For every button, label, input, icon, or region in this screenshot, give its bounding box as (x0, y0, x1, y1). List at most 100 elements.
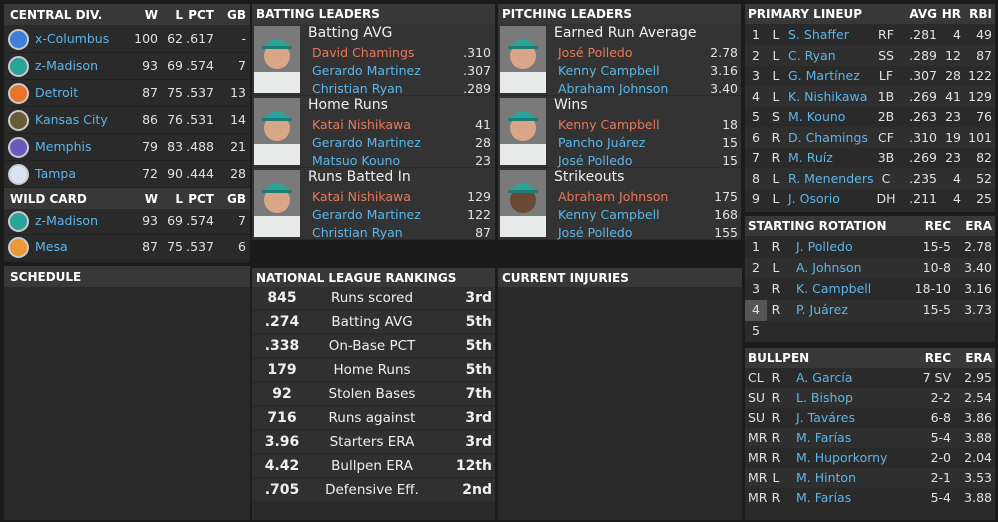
leader-name[interactable]: Matsuo Kouno (312, 153, 401, 168)
leader-name[interactable]: David Chamings (312, 45, 415, 60)
leader-name[interactable]: Katai Nishikawa (312, 189, 411, 204)
leader-name[interactable]: Gerardo Martinez (312, 135, 421, 150)
player-portrait (254, 170, 300, 237)
stat-value: 3.16 (964, 281, 992, 296)
ranking-value: 716 (267, 410, 297, 426)
player-name[interactable]: M. Kouno (788, 109, 846, 124)
stat-value: 75 (167, 85, 183, 100)
stat-value: .574 (186, 213, 214, 228)
player-name[interactable]: M. Huporkorny (796, 450, 888, 465)
leader-name[interactable]: Kenny Campbell (558, 63, 660, 78)
leader-name[interactable]: José Polledo (558, 45, 633, 60)
ranking-label: Runs against (328, 410, 416, 426)
player-name[interactable]: M. Ruíz (788, 150, 833, 165)
column-header: REC (924, 219, 951, 233)
player-name[interactable]: K. Campbell (796, 281, 872, 296)
leader-name[interactable]: José Polledo (558, 153, 633, 168)
stat-value: .281 (909, 27, 937, 42)
ranking-row (252, 479, 495, 501)
panel-title: PRIMARY LINEUP (748, 7, 863, 21)
player-name[interactable]: J. Osorio (788, 191, 840, 206)
stat-value: 5-4 (930, 430, 951, 445)
player-name[interactable]: J. Polledo (796, 239, 853, 254)
player-name[interactable]: S. Shaffer (788, 27, 849, 42)
injuries-panel (498, 268, 742, 520)
ranking-rank: 2nd (462, 482, 492, 498)
leader-value: 15 (722, 135, 738, 150)
player-name[interactable]: G. Martínez (788, 68, 860, 83)
panel-header (498, 268, 742, 287)
leader-name[interactable]: Gerardo Martinez (312, 207, 421, 222)
hand: L (772, 191, 780, 206)
ranking-rank: 12th (455, 458, 492, 474)
player-name[interactable]: M. Farías (796, 430, 852, 445)
player-name[interactable]: J. Taváres (796, 410, 855, 425)
stat-value: 12 (945, 47, 961, 63)
leader-name[interactable]: Christian Ryan (312, 225, 403, 240)
team-name[interactable]: Kansas City (35, 112, 108, 127)
player-name[interactable]: M. Hinton (796, 470, 856, 485)
team-name[interactable]: Memphis (35, 139, 92, 154)
leader-name[interactable]: Kenny Campbell (558, 207, 660, 222)
leader-name[interactable]: Abraham Johnson (558, 189, 669, 204)
team-name[interactable]: Detroit (35, 85, 79, 100)
panel-header (252, 4, 495, 24)
row-shade (745, 45, 995, 66)
leader-name[interactable]: Christian Ryan (312, 81, 403, 96)
column-header: RBI (969, 7, 992, 21)
player-name[interactable]: D. Chamings (788, 129, 868, 145)
row-label: 7 (752, 150, 760, 165)
ranking-value: .338 (264, 338, 300, 354)
hand: R (771, 370, 781, 385)
hand: S (772, 109, 780, 124)
row-shade (745, 86, 995, 107)
position: DH (876, 191, 896, 206)
leader-name[interactable]: Abraham Johnson (558, 81, 669, 96)
ranking-label: Stolen Bases (328, 386, 416, 402)
row-highlight (745, 299, 767, 321)
ranking-label: On-Base PCT (328, 338, 416, 354)
player-name[interactable]: A. García (796, 370, 853, 385)
stat-value: .617 (186, 31, 214, 46)
player-name[interactable]: R. Menenders (788, 170, 874, 186)
player-name[interactable]: P. Juárez (796, 302, 848, 317)
player-portrait (254, 98, 300, 165)
stat-value: 3.73 (964, 302, 992, 317)
leader-name[interactable]: José Polledo (558, 225, 633, 240)
row-label: 5 (752, 323, 760, 338)
row-shade (745, 127, 995, 148)
row-shade (745, 388, 995, 408)
stat-value: 87 (142, 239, 158, 254)
ranking-rank: 3rd (465, 290, 492, 306)
player-name[interactable]: M. Farías (796, 490, 852, 505)
leader-name[interactable]: Katai Nishikawa (312, 117, 411, 132)
category-title: Earned Run Average (554, 25, 697, 41)
leader-name[interactable]: Gerardo Martinez (312, 63, 421, 78)
leader-value: .307 (463, 63, 491, 78)
team-name[interactable]: z-Madison (35, 213, 99, 228)
leader-value: 2.78 (710, 45, 738, 60)
ranking-label: Home Runs (333, 362, 411, 378)
stat-value: .531 (186, 112, 214, 127)
hand: L (772, 27, 780, 42)
panel-header (745, 4, 995, 24)
ranking-value: 179 (267, 362, 297, 378)
column-header: L (175, 192, 183, 206)
stat-value: 19 (945, 129, 961, 145)
player-name[interactable]: L. Bishop (796, 390, 853, 405)
leader-name[interactable]: Pancho Juárez (558, 135, 646, 150)
stat-value: 3.88 (964, 430, 992, 445)
leader-value: 28 (475, 135, 491, 150)
player-name[interactable]: A. Johnson (796, 260, 862, 275)
row-divider (4, 187, 250, 188)
stat-value: 69 (167, 213, 183, 228)
stat-value: 2.78 (964, 239, 992, 254)
team-name[interactable]: z-Madison (35, 58, 99, 73)
panel-title: CURRENT INJURIES (502, 271, 629, 285)
team-name[interactable]: x-Columbus (35, 31, 110, 46)
player-name[interactable]: K. Nishikawa (788, 88, 868, 104)
player-name[interactable]: C. Ryan (788, 47, 836, 63)
leader-name[interactable]: Kenny Campbell (558, 117, 660, 132)
team-name[interactable]: Mesa (35, 239, 68, 254)
team-name[interactable]: Tampa (35, 166, 76, 181)
